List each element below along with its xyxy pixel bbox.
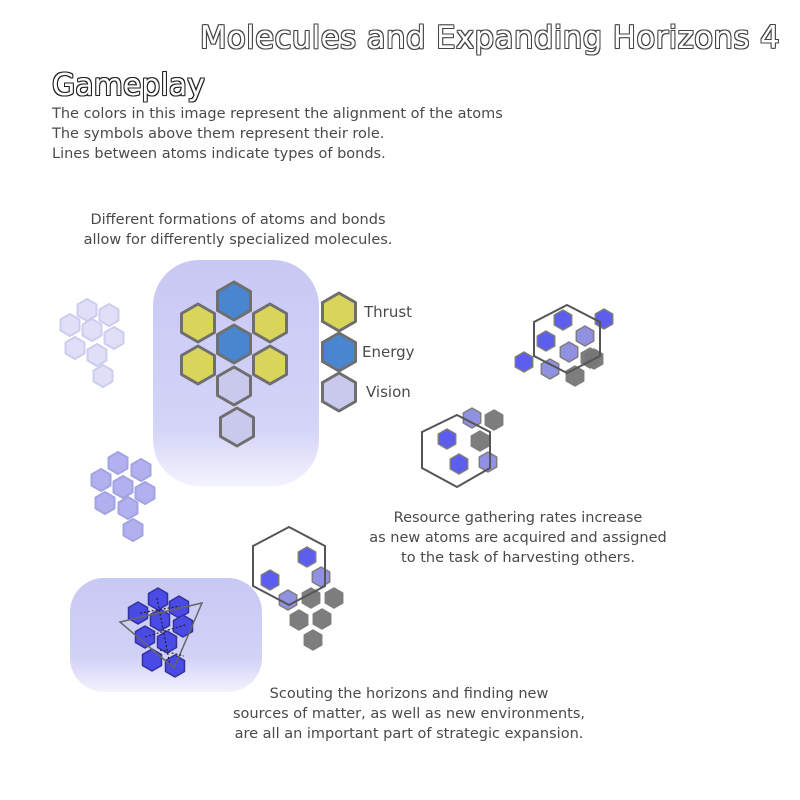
formations-caption-line: allow for differently specialized molecu… [83,232,393,248]
hex-layer [59,280,614,678]
atom-hex [303,629,323,651]
atom-hex [219,406,255,448]
atom-hex [437,428,457,450]
atom-hex [470,430,490,452]
legend-label-energy: Energy [362,343,415,361]
faded-atom-hex [76,298,98,322]
intro-line: The symbols above them represent their r… [52,126,385,142]
atom-hex [462,407,482,429]
atom-hex [536,330,556,352]
scout-bonds [139,597,186,666]
faded-atom-hex [81,318,103,342]
scout-atom-hex [172,614,194,638]
legend-thrust-icon [321,291,357,333]
atom-hex [180,302,216,344]
faded-atom-hex [86,343,108,367]
atom-hex [289,609,309,631]
faded-atom-hex [92,364,114,388]
cage-hexagon [421,413,491,489]
cage-hexagon [533,303,601,375]
atom-hex [216,365,252,407]
legend-vision-icon [321,371,357,413]
faded-atom-hex [103,326,125,350]
intro-line: The colors in this image represent the a… [52,106,503,122]
lavender-atom-hex [94,491,116,515]
lavender-atom-hex [130,458,152,482]
atom-hex [311,566,331,588]
atom-hex [312,608,332,630]
atom-hex [553,309,573,331]
scout-atom-hex [127,601,149,625]
atom-hex [449,453,469,475]
atom-hex [216,323,252,365]
section-heading: Gameplay [52,68,205,103]
lavender-atom-hex [90,468,112,492]
cage-hexagon [252,525,326,607]
atom-hex [252,302,288,344]
atom-hex [324,587,344,609]
atom-hex [575,325,595,347]
cage-triangle [118,601,204,670]
scout-atom-hex [141,648,163,672]
atom-hex [260,569,280,591]
atom-hex [478,451,498,473]
faded-atom-hex [64,336,86,360]
resource-caption-line: to the task of harvesting others. [401,550,635,566]
lavender-atom-hex [134,481,156,505]
atom-hex [559,341,579,363]
scout-atom-hex [147,587,169,611]
scout-atom-hex [156,630,178,654]
atom-hex [514,351,534,373]
resource-caption-line: as new atoms are acquired and assigned [369,530,667,546]
atom-hex [278,589,298,611]
intro-line: Lines between atoms indicate types of bo… [52,146,386,162]
atom-hex [540,358,560,380]
atom-hex [484,409,504,431]
atom-hex [180,344,216,386]
faded-atom-hex [98,303,120,327]
atom-hex [297,546,317,568]
page-title: Molecules and Expanding Horizons 4 [199,20,780,56]
legend-label-thrust: Thrust [364,303,413,321]
faded-atom-hex [59,313,81,337]
scouting-caption-line: are all an important part of strategic e… [234,726,584,742]
atom-hex [252,344,288,386]
atom-hex [301,587,321,609]
lavender-atom-hex [122,518,144,542]
legend-energy-icon [321,331,357,373]
scouting-caption-line: Scouting the horizons and finding new [269,686,549,702]
legend-label-vision: Vision [366,383,411,401]
atom-hex [594,308,614,330]
lavender-atom-hex [112,475,134,499]
atom-hex [216,280,252,322]
lavender-atom-hex [107,451,129,475]
resource-caption-line: Resource gathering rates increase [393,510,643,526]
lavender-atom-hex [117,496,139,520]
scout-atom-hex [168,595,190,619]
formations-caption-line: Different formations of atoms and bonds [90,212,386,228]
scouting-caption-line: sources of matter, as well as new enviro… [232,706,585,722]
